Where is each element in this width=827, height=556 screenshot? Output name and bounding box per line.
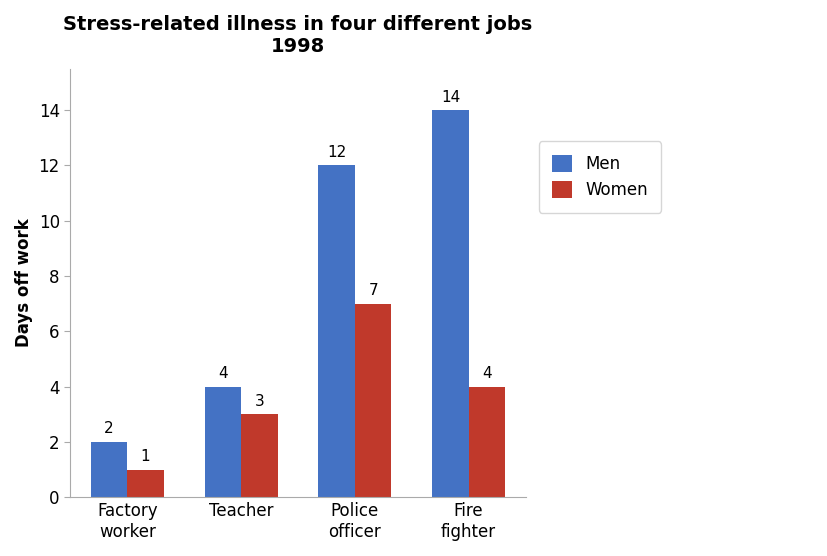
Bar [127, 470, 164, 497]
Text: 2: 2 [104, 421, 114, 436]
Text: 3: 3 [255, 394, 264, 409]
Bar [91, 442, 127, 497]
Title: Stress-related illness in four different jobs
1998: Stress-related illness in four different… [64, 15, 533, 56]
Text: 4: 4 [218, 366, 227, 381]
Text: 1: 1 [141, 449, 151, 464]
Bar [241, 414, 278, 497]
Text: 14: 14 [441, 90, 460, 105]
Bar [433, 110, 469, 497]
Bar [318, 166, 355, 497]
Legend: Men, Women: Men, Women [538, 141, 662, 212]
Text: 12: 12 [327, 145, 347, 160]
Bar [469, 387, 505, 497]
Text: 7: 7 [368, 283, 378, 298]
Bar [205, 387, 241, 497]
Bar [355, 304, 391, 497]
Text: 4: 4 [482, 366, 492, 381]
Y-axis label: Days off work: Days off work [15, 219, 33, 348]
